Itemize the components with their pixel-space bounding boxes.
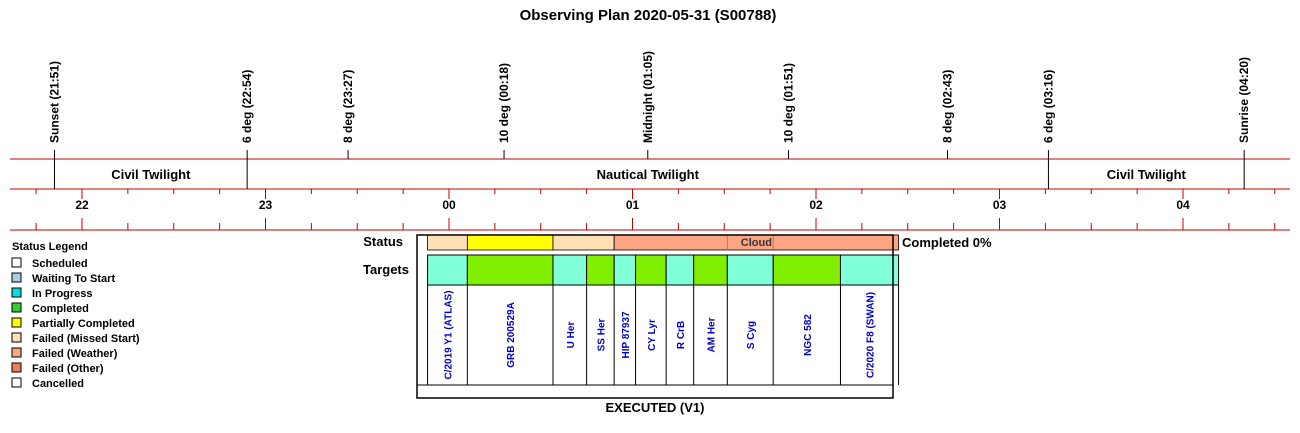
- target-name: S Cyg: [746, 321, 757, 349]
- legend-label: Failed (Missed Start): [32, 333, 140, 345]
- status-segment: [427, 234, 468, 251]
- plan-panel: Status Targets Completed 0% EXECUTED (V1…: [363, 234, 992, 415]
- legend-label: Scheduled: [32, 258, 88, 270]
- legend-label: Failed (Weather): [32, 348, 118, 360]
- twilight-band-label: Nautical Twilight: [597, 167, 700, 182]
- hour-tick-label: 00: [442, 198, 456, 212]
- hour-tick-label: 03: [993, 198, 1007, 212]
- legend-label: Partially Completed: [32, 318, 135, 330]
- target-name: C/2019 Y1 (ATLAS): [443, 290, 454, 379]
- legend-item: Partially Completed: [11, 317, 135, 330]
- status-row-label: Status: [363, 234, 403, 249]
- legend-swatch: [11, 362, 22, 373]
- completed-percent: Completed 0%: [902, 235, 992, 250]
- legend-swatch: [11, 317, 22, 328]
- target-block: [586, 254, 615, 286]
- target-block: [635, 254, 667, 286]
- executed-label: EXECUTED (V1): [606, 400, 705, 415]
- targets-row-label: Targets: [363, 262, 409, 277]
- target-block: [693, 254, 728, 286]
- status-segment: [552, 234, 615, 251]
- legend-item: Waiting To Start: [11, 272, 115, 285]
- legend-item: Failed (Other): [11, 362, 104, 375]
- target-name: HIP 87937: [621, 311, 632, 359]
- twilight-band-label: Civil Twilight: [111, 167, 191, 182]
- target-name: R CrB: [676, 321, 687, 349]
- event-label: 6 deg (22:54): [240, 70, 254, 143]
- target-name: SS Her: [596, 318, 607, 351]
- target-name: C/2020 F8 (SWAN): [866, 292, 877, 378]
- event-label: 10 deg (00:18): [497, 63, 511, 143]
- legend-swatch: [11, 332, 22, 343]
- status-legend: Status Legend Scheduled Waiting To Start I…: [11, 241, 140, 390]
- event-label: Sunset (21:51): [47, 61, 61, 143]
- legend-item: In Progress: [11, 287, 93, 300]
- hour-tick-label: 22: [75, 198, 89, 212]
- event-label: 8 deg (23:27): [341, 70, 355, 143]
- legend-swatch: [11, 377, 22, 388]
- target-block: [552, 254, 588, 286]
- hour-tick-label: 01: [626, 198, 640, 212]
- legend-item: Failed (Missed Start): [11, 332, 140, 345]
- status-segment: [466, 234, 554, 251]
- event-label: Midnight (01:05): [641, 51, 655, 143]
- target-name: U Her: [566, 322, 577, 349]
- event-label: 8 deg (02:43): [941, 70, 955, 143]
- target-name: GRB 200529A: [506, 302, 517, 368]
- target-block: [772, 254, 841, 286]
- event-label: 6 deg (03:16): [1041, 70, 1055, 143]
- legend-label: Waiting To Start: [32, 273, 115, 285]
- chart-title: Observing Plan 2020-05-31 (S00788): [520, 7, 777, 24]
- twilight-band-label: Civil Twilight: [1107, 167, 1187, 182]
- event-label: 10 deg (01:51): [781, 63, 795, 143]
- timeline-axis: 22 23 00 01 02 03 04 Sunset (21:51) 6 deg (22:54…: [10, 51, 1290, 231]
- legend-label: Failed (Other): [32, 363, 104, 375]
- target-block: [427, 254, 468, 286]
- legend-swatch: [11, 347, 22, 358]
- legend-item: Completed: [11, 302, 89, 315]
- legend-item: Cancelled: [11, 377, 84, 390]
- legend-title: Status Legend: [12, 241, 88, 253]
- plan-frame: [416, 234, 894, 399]
- event-label: Sunrise (04:20): [1237, 57, 1251, 143]
- status-segment-label: Cloud: [741, 237, 772, 249]
- hour-tick-label: 04: [1176, 198, 1190, 212]
- target-block: [613, 254, 637, 286]
- target-block: [839, 254, 900, 286]
- target-name: AM Her: [706, 317, 717, 352]
- target-block: [726, 254, 774, 286]
- target-block: [665, 254, 695, 286]
- legend-label: Cancelled: [32, 378, 84, 390]
- target-name: NGC 582: [803, 314, 814, 356]
- legend-swatch: [11, 257, 22, 268]
- hour-tick-label: 23: [259, 198, 273, 212]
- legend-swatch: [11, 272, 22, 283]
- legend-item: Scheduled: [11, 257, 88, 270]
- legend-item: Failed (Weather): [11, 347, 118, 360]
- legend-swatch: [11, 302, 22, 313]
- target-block: [466, 254, 554, 286]
- legend-label: In Progress: [32, 288, 93, 300]
- legend-swatch: [11, 287, 22, 298]
- legend-label: Completed: [32, 303, 89, 315]
- hour-tick-label: 02: [809, 198, 823, 212]
- target-name: CY Lyr: [647, 319, 658, 351]
